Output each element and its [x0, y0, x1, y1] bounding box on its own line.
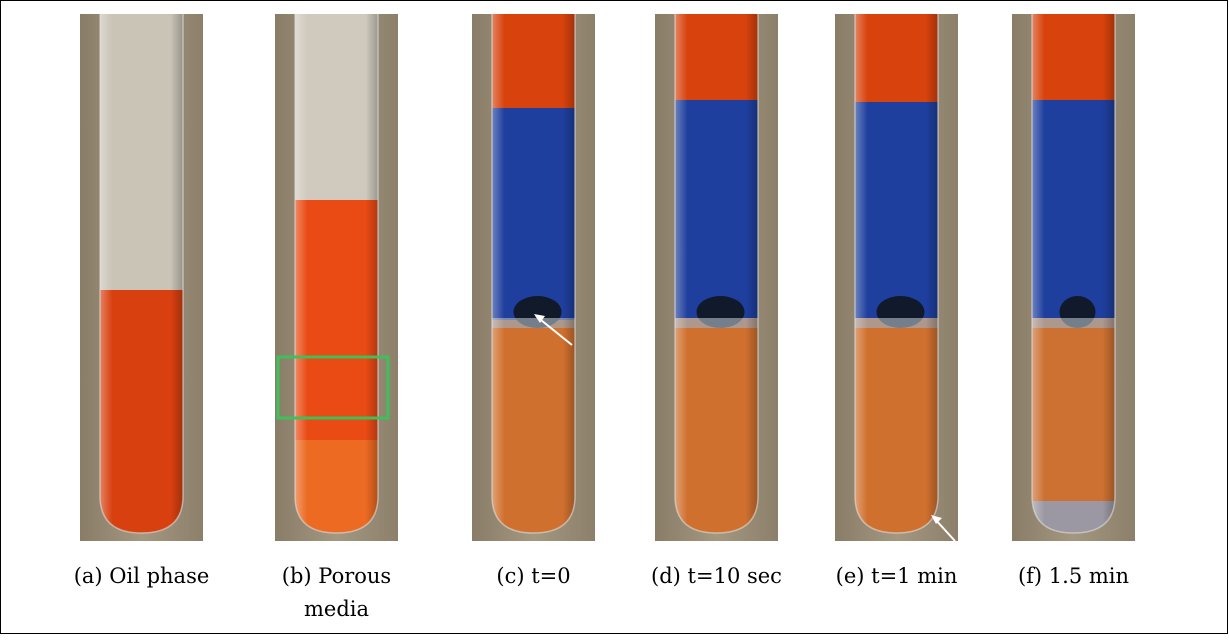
- glass: [100, 14, 183, 541]
- tube: [492, 14, 575, 541]
- panel: [835, 14, 958, 541]
- tube: [295, 14, 378, 541]
- glass: [492, 14, 575, 541]
- caption: (a) Oil phase: [74, 564, 210, 588]
- caption: (f) 1.5 min: [1018, 564, 1129, 588]
- panel: [472, 14, 595, 541]
- glass: [675, 14, 758, 541]
- glass: [855, 14, 938, 541]
- panel: [1012, 14, 1135, 541]
- caption: (c) t=0: [496, 564, 570, 588]
- glass: [295, 14, 378, 541]
- tube: [1032, 14, 1115, 541]
- caption: (d) t=10 sec: [651, 564, 782, 588]
- panel: [80, 14, 203, 541]
- tube: [100, 14, 183, 541]
- tube: [675, 14, 758, 541]
- caption: (e) t=1 min: [836, 564, 958, 588]
- caption: media: [304, 597, 369, 621]
- caption: (b) Porous: [282, 564, 391, 588]
- tube: [855, 14, 938, 541]
- glass: [1032, 14, 1115, 541]
- figure: (a) Oil phase (b) Porous media (c) t=0 (d) t…: [0, 0, 1229, 635]
- panel: [275, 14, 398, 541]
- panel: [655, 14, 778, 541]
